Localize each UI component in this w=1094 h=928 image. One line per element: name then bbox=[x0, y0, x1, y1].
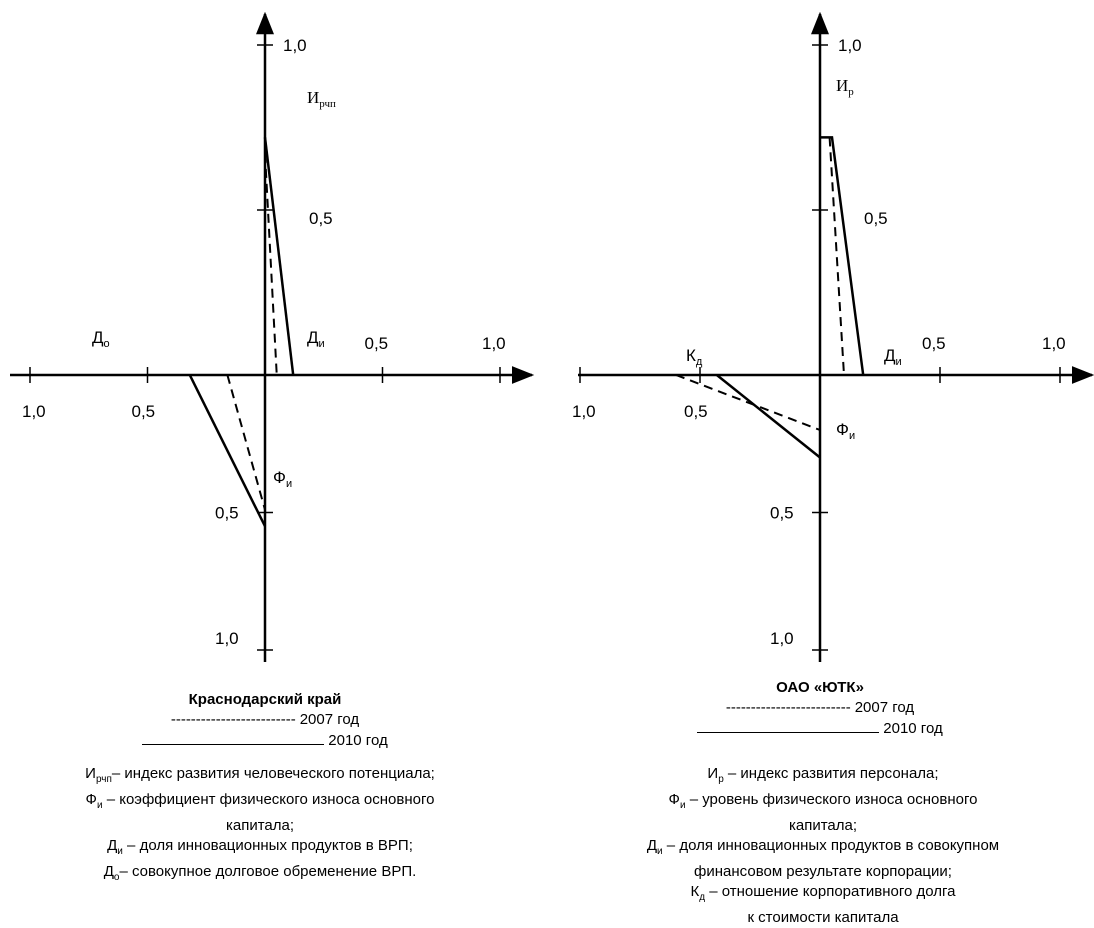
definition-item: Ди – доля инновационных продуктов в сово… bbox=[646, 837, 1000, 880]
definition-item: Ирчп– индекс развития человеческого поте… bbox=[85, 765, 435, 785]
axis-name-down: Фи bbox=[273, 468, 292, 490]
legend-item-2010: 2010 год bbox=[60, 730, 470, 751]
radar-chart-krasnodar: 1,0 0,5 0,5 1,0 0,5 1,0 0,5 1,0 Ирчп Ди До Фи bbox=[10, 11, 535, 662]
definitions-krasnodar: Ирчп– индекс развития человеческого поте… bbox=[20, 764, 500, 888]
series-line-lower-2010 год bbox=[716, 374, 821, 459]
chart-title: ОАО «ЮТК» bbox=[776, 679, 864, 696]
definition-item: Фи – уровень физического износа основног… bbox=[668, 791, 978, 834]
legend-label: 2007 год bbox=[854, 699, 915, 716]
legend-item-2007: ------------------------- 2007 год bbox=[615, 698, 1025, 718]
tick-label-up-1: 1,0 bbox=[283, 36, 307, 55]
series-line-upper-2007 год bbox=[264, 153, 278, 376]
tick-label-left-05: 0,5 bbox=[132, 402, 156, 421]
definitions-yutk: Ир – индекс развития персонала; Фи – уро… bbox=[588, 764, 1058, 928]
legend-label: 2010 год bbox=[328, 732, 388, 749]
series-line-lower-2010 год bbox=[188, 374, 267, 527]
tick-label-up-05: 0,5 bbox=[864, 209, 888, 228]
radar-chart-yutk: 1,0 0,5 0,5 1,0 0,5 1,0 0,5 1,0 Ир Ди Кд Фи bbox=[572, 11, 1094, 662]
axis-name-up: Ирчп bbox=[307, 88, 336, 110]
caption-krasnodar: Краснодарский край ---------------------… bbox=[60, 690, 470, 751]
chart-title: Краснодарский край bbox=[188, 691, 342, 708]
solid-line-sample bbox=[697, 718, 880, 733]
caption-yutk: ОАО «ЮТК» ------------------------- 2007… bbox=[615, 678, 1025, 739]
axis-name-left: До bbox=[92, 328, 110, 350]
tick-label-left-05: 0,5 bbox=[684, 402, 708, 421]
tick-label-up-1: 1,0 bbox=[838, 36, 862, 55]
axis-name-left: Кд bbox=[686, 346, 703, 368]
legend-label: 2007 год bbox=[299, 711, 360, 728]
series-line-upper-2010 год bbox=[263, 137, 295, 376]
dashed-line-sample: ------------------------- bbox=[725, 699, 851, 716]
series-line-lower-2007 год bbox=[226, 374, 266, 511]
legend-label: 2010 год bbox=[883, 720, 943, 737]
axis-name-up: Ир bbox=[836, 76, 854, 98]
tick-label-right-05: 0,5 bbox=[365, 334, 389, 353]
series-line-lower-2007 год bbox=[675, 374, 821, 431]
tick-label-right-1: 1,0 bbox=[482, 334, 506, 353]
axis-name-right: Ди bbox=[884, 346, 902, 368]
definition-item: Ир – индекс развития персонала; bbox=[707, 765, 939, 785]
diagrams-canvas: 1,0 0,5 0,5 1,0 0,5 1,0 0,5 1,0 Ирчп Ди До Фи 1,0 0,… bbox=[10, 11, 1094, 662]
tick-label-up-05: 0,5 bbox=[309, 209, 333, 228]
definition-item: До– совокупное долговое обременение ВРП. bbox=[103, 863, 417, 883]
dashed-line-sample: ------------------------- bbox=[170, 711, 296, 728]
series-line-upper-2007 год bbox=[828, 137, 845, 376]
tick-label-left-1: 1,0 bbox=[572, 402, 596, 421]
tick-label-down-1: 1,0 bbox=[215, 629, 239, 648]
tick-label-down-05: 0,5 bbox=[215, 504, 239, 523]
series-line-upper-2010 год bbox=[820, 136, 865, 376]
tick-label-down-1: 1,0 bbox=[770, 629, 794, 648]
tick-label-right-05: 0,5 bbox=[922, 334, 946, 353]
legend-item-2007: ------------------------- 2007 год bbox=[60, 710, 470, 730]
axis-name-down: Фи bbox=[836, 420, 855, 442]
tick-label-right-1: 1,0 bbox=[1042, 334, 1066, 353]
definition-item: Кд – отношение корпоративного долга к ст… bbox=[690, 883, 956, 926]
definition-item: Фи – коэффициент физического износа осно… bbox=[85, 791, 435, 834]
axis-name-right: Ди bbox=[307, 328, 325, 350]
legend-item-2010: 2010 год bbox=[615, 718, 1025, 739]
solid-line-sample bbox=[142, 730, 325, 745]
tick-label-down-05: 0,5 bbox=[770, 504, 794, 523]
tick-label-left-1: 1,0 bbox=[22, 402, 46, 421]
definition-item: Ди – доля инновационных продуктов в ВРП; bbox=[107, 837, 413, 857]
